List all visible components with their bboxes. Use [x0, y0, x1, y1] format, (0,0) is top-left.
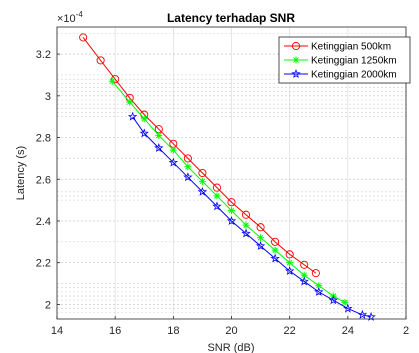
data-point-star [108, 77, 116, 85]
series-line [82, 37, 317, 274]
data-point-circle [212, 183, 222, 192]
data-point-star [242, 221, 250, 229]
data-point-pentagram [127, 111, 138, 121]
legend: Ketinggian 500km Ketinggian 1250km Ketingg… [278, 36, 411, 84]
data-point-star [198, 177, 206, 185]
data-point-pentagram [270, 253, 280, 263]
series-1 [79, 33, 320, 278]
data-point-pentagram [328, 295, 338, 305]
data-point-pentagram [168, 157, 179, 167]
legend-entry: Ketinggian 2000km [284, 69, 397, 81]
x-tick-label: 20 [225, 325, 237, 337]
data-point-star [155, 131, 163, 139]
data-point-circle [198, 168, 207, 178]
data-point-pentagram [154, 143, 164, 152]
data-point-circle [291, 41, 301, 51]
x-tick-label: 18 [167, 325, 179, 337]
data-point-star [341, 298, 349, 306]
data-point-pentagram [255, 241, 266, 250]
chart-title: Latency terhadap SNR [167, 11, 295, 25]
data-point-star [286, 259, 294, 267]
series-line [132, 116, 372, 318]
data-point-circle [311, 269, 320, 278]
data-point-star [300, 271, 308, 279]
data-point-pentagram [291, 69, 301, 78]
x-axis-label: SNR (dB) [207, 342, 254, 353]
data-point-circle [271, 237, 280, 246]
data-point-circle [111, 75, 120, 84]
x-tick-label: 14 [51, 325, 63, 337]
data-point-star [213, 192, 221, 200]
data-point-pentagram [183, 172, 193, 182]
x-tick-label: 22 [284, 325, 296, 337]
data-point-pentagram [299, 276, 309, 286]
y-tick-label: 2.4 [36, 216, 51, 228]
data-point-pentagram [357, 309, 368, 319]
legend-items: Ketinggian 500km Ketinggian 1250km Ketingg… [284, 42, 397, 81]
data-point-star [228, 207, 235, 215]
data-point-star [271, 246, 279, 254]
y-tick-label: 2.6 [36, 174, 51, 186]
data-point-pentagram [241, 228, 251, 238]
legend-entry: Ketinggian 1250km [284, 56, 397, 67]
y-axis-label: Latency (s) [15, 146, 27, 200]
data-point-star [169, 146, 177, 154]
data-point-star [126, 98, 134, 106]
y-exponent-label: ×10-4 [57, 10, 83, 25]
y-tick-label: 2 [45, 299, 51, 311]
data-point-pentagram [314, 286, 324, 296]
data-point-star [140, 115, 148, 123]
y-tick-label: 2.2 [36, 258, 51, 270]
data-point-pentagram [366, 311, 376, 321]
data-point-pentagram [197, 186, 208, 196]
series-2 [108, 77, 349, 306]
data-point-circle [285, 250, 294, 259]
data-point-star [184, 163, 192, 171]
series-3 [127, 111, 376, 321]
legend-label: Ketinggian 2000km [311, 70, 397, 81]
data-point-pentagram [226, 216, 237, 225]
y-tick-label: 2.8 [36, 133, 51, 145]
data-point-circle [227, 198, 236, 207]
legend-label: Ketinggian 1250km [311, 56, 397, 67]
data-point-circle [256, 223, 265, 232]
data-point-pentagram [343, 303, 353, 313]
data-point-star [315, 282, 323, 290]
x-tick-label: 16 [109, 325, 121, 337]
data-point-star [257, 234, 265, 242]
data-point-pentagram [212, 201, 222, 211]
y-tick-label: 3 [45, 91, 51, 103]
series-layer [79, 33, 376, 321]
legend-entry: Ketinggian 500km [284, 42, 391, 53]
ticks: 14 16 18 20 22 24 222.22.42.62.833.2 [36, 49, 409, 337]
x-tick-label: 2 [403, 325, 409, 337]
data-point-circle [300, 260, 309, 269]
data-point-pentagram [139, 128, 149, 138]
data-point-star [292, 56, 300, 64]
legend-label: Ketinggian 500km [311, 42, 391, 53]
data-point-circle [183, 154, 192, 163]
data-point-pentagram [284, 266, 295, 276]
x-tick-label: 24 [342, 325, 354, 337]
y-tick-label: 3.2 [36, 49, 51, 61]
data-point-circle [96, 56, 105, 65]
data-point-circle [241, 210, 251, 219]
data-point-circle [79, 33, 88, 42]
